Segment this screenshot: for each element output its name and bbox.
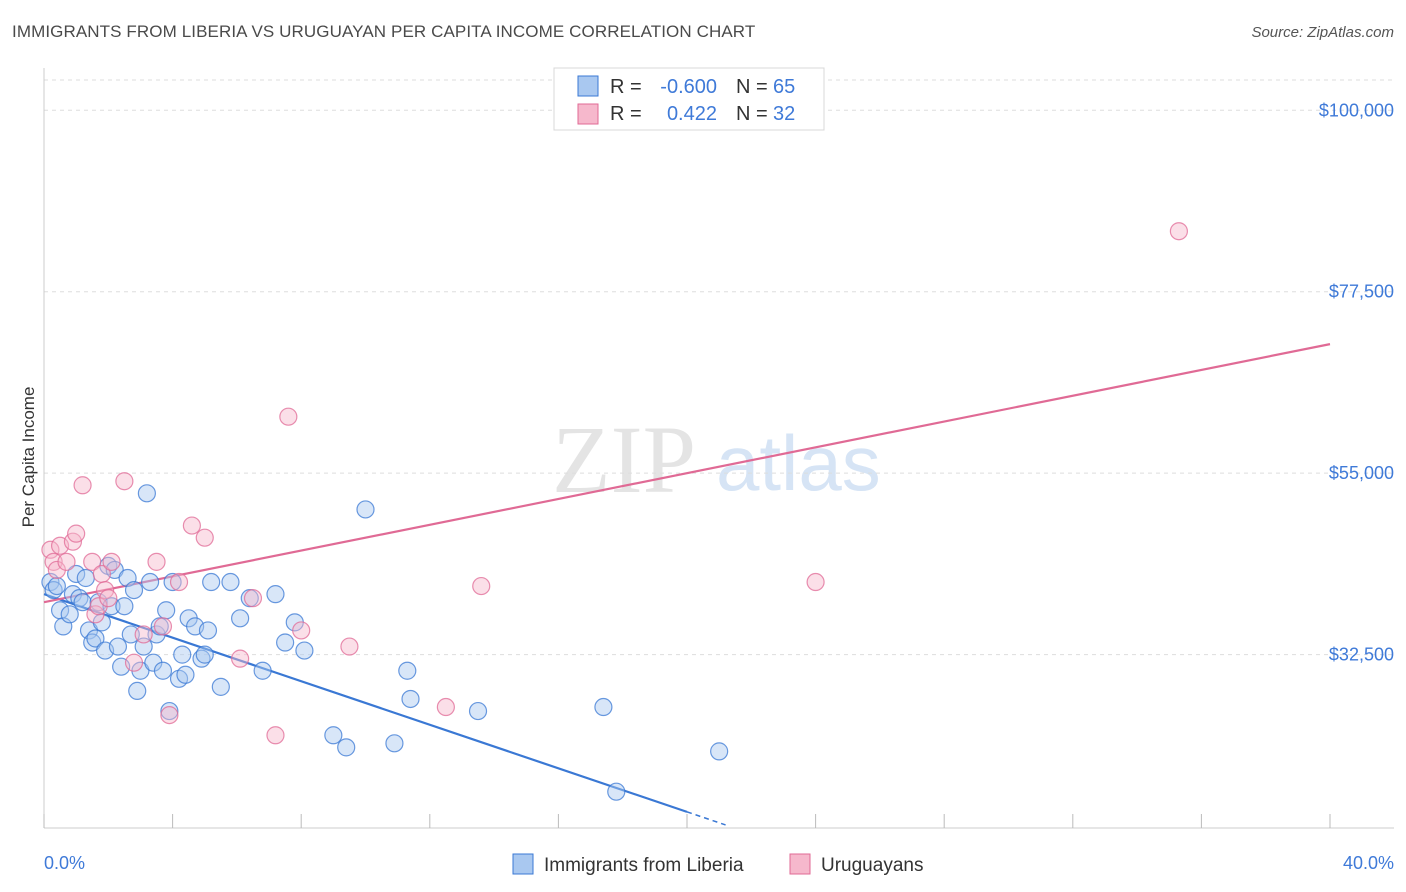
point-uruguayans — [67, 524, 86, 543]
point-liberia — [231, 609, 250, 628]
legend-n-label-pink: N = — [736, 103, 768, 125]
point-uruguayans — [115, 472, 134, 491]
point-liberia — [115, 597, 134, 616]
series-legend-label-pink: Uruguayans — [821, 855, 923, 876]
y-tick-label: $32,500 — [1329, 645, 1394, 665]
legend-n-value-pink: 32 — [773, 103, 795, 125]
point-uruguayans — [195, 528, 214, 547]
point-liberia — [468, 701, 488, 721]
stats-legend-box — [553, 67, 825, 131]
point-uruguayans — [266, 726, 285, 745]
series-legend-label-blue: Immigrants from Liberia — [544, 855, 744, 876]
point-liberia — [160, 701, 179, 721]
y-tick-label: $100,000 — [1319, 100, 1394, 120]
point-uruguayans — [279, 407, 298, 426]
series-legend: Immigrants from Liberia Uruguayans — [512, 853, 923, 876]
axes — [43, 68, 1394, 829]
legend-n-label-blue: N = — [736, 76, 768, 98]
point-liberia — [211, 677, 230, 696]
point-uruguayans — [73, 476, 92, 495]
point-uruguayans — [472, 576, 491, 596]
point-liberia — [140, 572, 160, 592]
series-legend-swatch-blue — [512, 853, 534, 875]
legend-n-value-blue: 65 — [773, 76, 795, 98]
point-uruguayans — [134, 625, 153, 644]
point-uruguayans — [182, 516, 201, 535]
point-liberia — [295, 641, 314, 660]
point-liberia — [157, 601, 176, 620]
point-liberia — [594, 697, 613, 717]
point-liberia — [276, 633, 295, 652]
point-uruguayans — [124, 653, 144, 672]
watermark-atlas: atlas — [716, 419, 881, 507]
legend-r-value-blue: -0.600 — [660, 76, 717, 98]
point-liberia — [202, 572, 221, 592]
point-liberia — [76, 568, 95, 588]
point-uruguayans — [57, 552, 76, 571]
source-credit: Source: ZipAtlas.com — [1251, 24, 1394, 41]
point-uruguayans — [231, 649, 250, 668]
point-liberia — [86, 629, 105, 648]
point-liberia — [195, 645, 214, 664]
point-uruguayans — [436, 697, 455, 717]
x-tick-label-max: 40.0% — [1343, 853, 1394, 873]
legend-swatch-blue — [577, 75, 599, 97]
point-liberia — [398, 661, 417, 680]
point-liberia — [176, 665, 195, 684]
trend-line-uruguayans — [43, 343, 1331, 604]
y-axis-title: Per Capita Income — [19, 387, 38, 528]
point-uruguayans — [153, 617, 173, 636]
point-liberia — [385, 734, 404, 753]
point-liberia — [47, 576, 66, 596]
stats-legend: R = -0.600 N = 65 R = 0.422 N = 32 — [553, 67, 825, 131]
point-liberia — [128, 681, 147, 701]
point-liberia — [221, 572, 240, 592]
trend-line-liberia-extension — [686, 811, 726, 826]
point-liberia — [198, 621, 218, 640]
point-liberia — [324, 726, 343, 745]
point-uruguayans — [340, 637, 359, 656]
point-liberia — [153, 661, 173, 680]
point-uruguayans — [102, 552, 121, 571]
legend-r-value-pink: 0.422 — [667, 103, 717, 125]
legend-r-label-blue: R = — [610, 76, 642, 98]
point-uruguayans — [83, 552, 102, 571]
point-liberia — [253, 661, 272, 680]
point-liberia — [67, 564, 86, 584]
point-liberia — [337, 738, 356, 757]
point-uruguayans — [147, 552, 166, 571]
series-legend-swatch-pink — [789, 853, 811, 875]
point-liberia — [266, 585, 285, 604]
chart-title: IMMIGRANTS FROM LIBERIA VS URUGUAYAN PER… — [12, 22, 756, 41]
y-tick-label: $77,500 — [1329, 282, 1394, 302]
data-points — [41, 222, 1188, 801]
point-uruguayans — [292, 621, 311, 640]
point-liberia — [173, 645, 192, 664]
point-uruguayans — [160, 705, 179, 725]
point-uruguayans — [169, 572, 189, 592]
point-liberia — [60, 605, 79, 624]
point-liberia — [124, 580, 144, 600]
point-liberia — [121, 625, 140, 644]
point-uruguayans — [243, 589, 263, 608]
legend-r-label-pink: R = — [610, 103, 642, 125]
point-liberia — [356, 500, 375, 519]
point-liberia — [108, 637, 128, 656]
x-tick-label-min: 0.0% — [44, 853, 85, 873]
grid-lines — [44, 79, 1394, 656]
y-tick-labels: $32,500 $55,000 $77,500 $100,000 — [1319, 100, 1394, 664]
point-liberia — [73, 593, 92, 612]
point-liberia — [607, 782, 626, 801]
point-liberia — [401, 689, 420, 709]
point-uruguayans — [1169, 222, 1188, 241]
point-uruguayans — [806, 572, 825, 592]
point-liberia — [163, 572, 182, 592]
point-uruguayans — [99, 589, 118, 608]
point-liberia — [137, 484, 156, 503]
y-tick-label: $55,000 — [1329, 463, 1394, 483]
point-liberia — [710, 742, 729, 761]
legend-swatch-pink — [577, 103, 599, 125]
